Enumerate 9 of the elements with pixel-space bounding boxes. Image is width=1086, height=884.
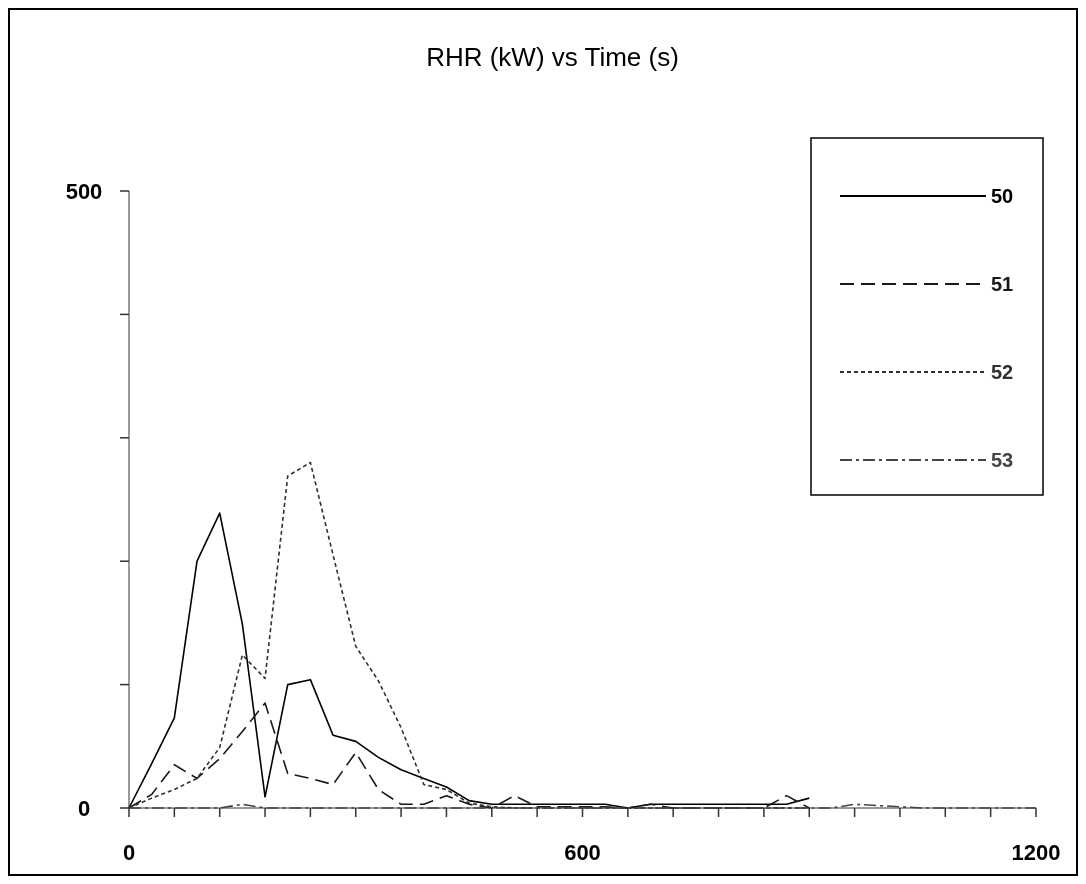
x-tick-label: 600 — [564, 840, 601, 865]
text: 50 — [991, 185, 1014, 207]
text: 51 — [991, 273, 1014, 295]
text: 52 — [991, 361, 1014, 383]
chart-title: RHR (kW) vs Time (s) — [426, 42, 679, 72]
y-tick-label: 500 — [65, 179, 103, 204]
x-tick-label: 1200 — [1011, 840, 1061, 865]
x-tick-label: 0 — [122, 840, 136, 865]
text: 53 — [991, 449, 1014, 471]
